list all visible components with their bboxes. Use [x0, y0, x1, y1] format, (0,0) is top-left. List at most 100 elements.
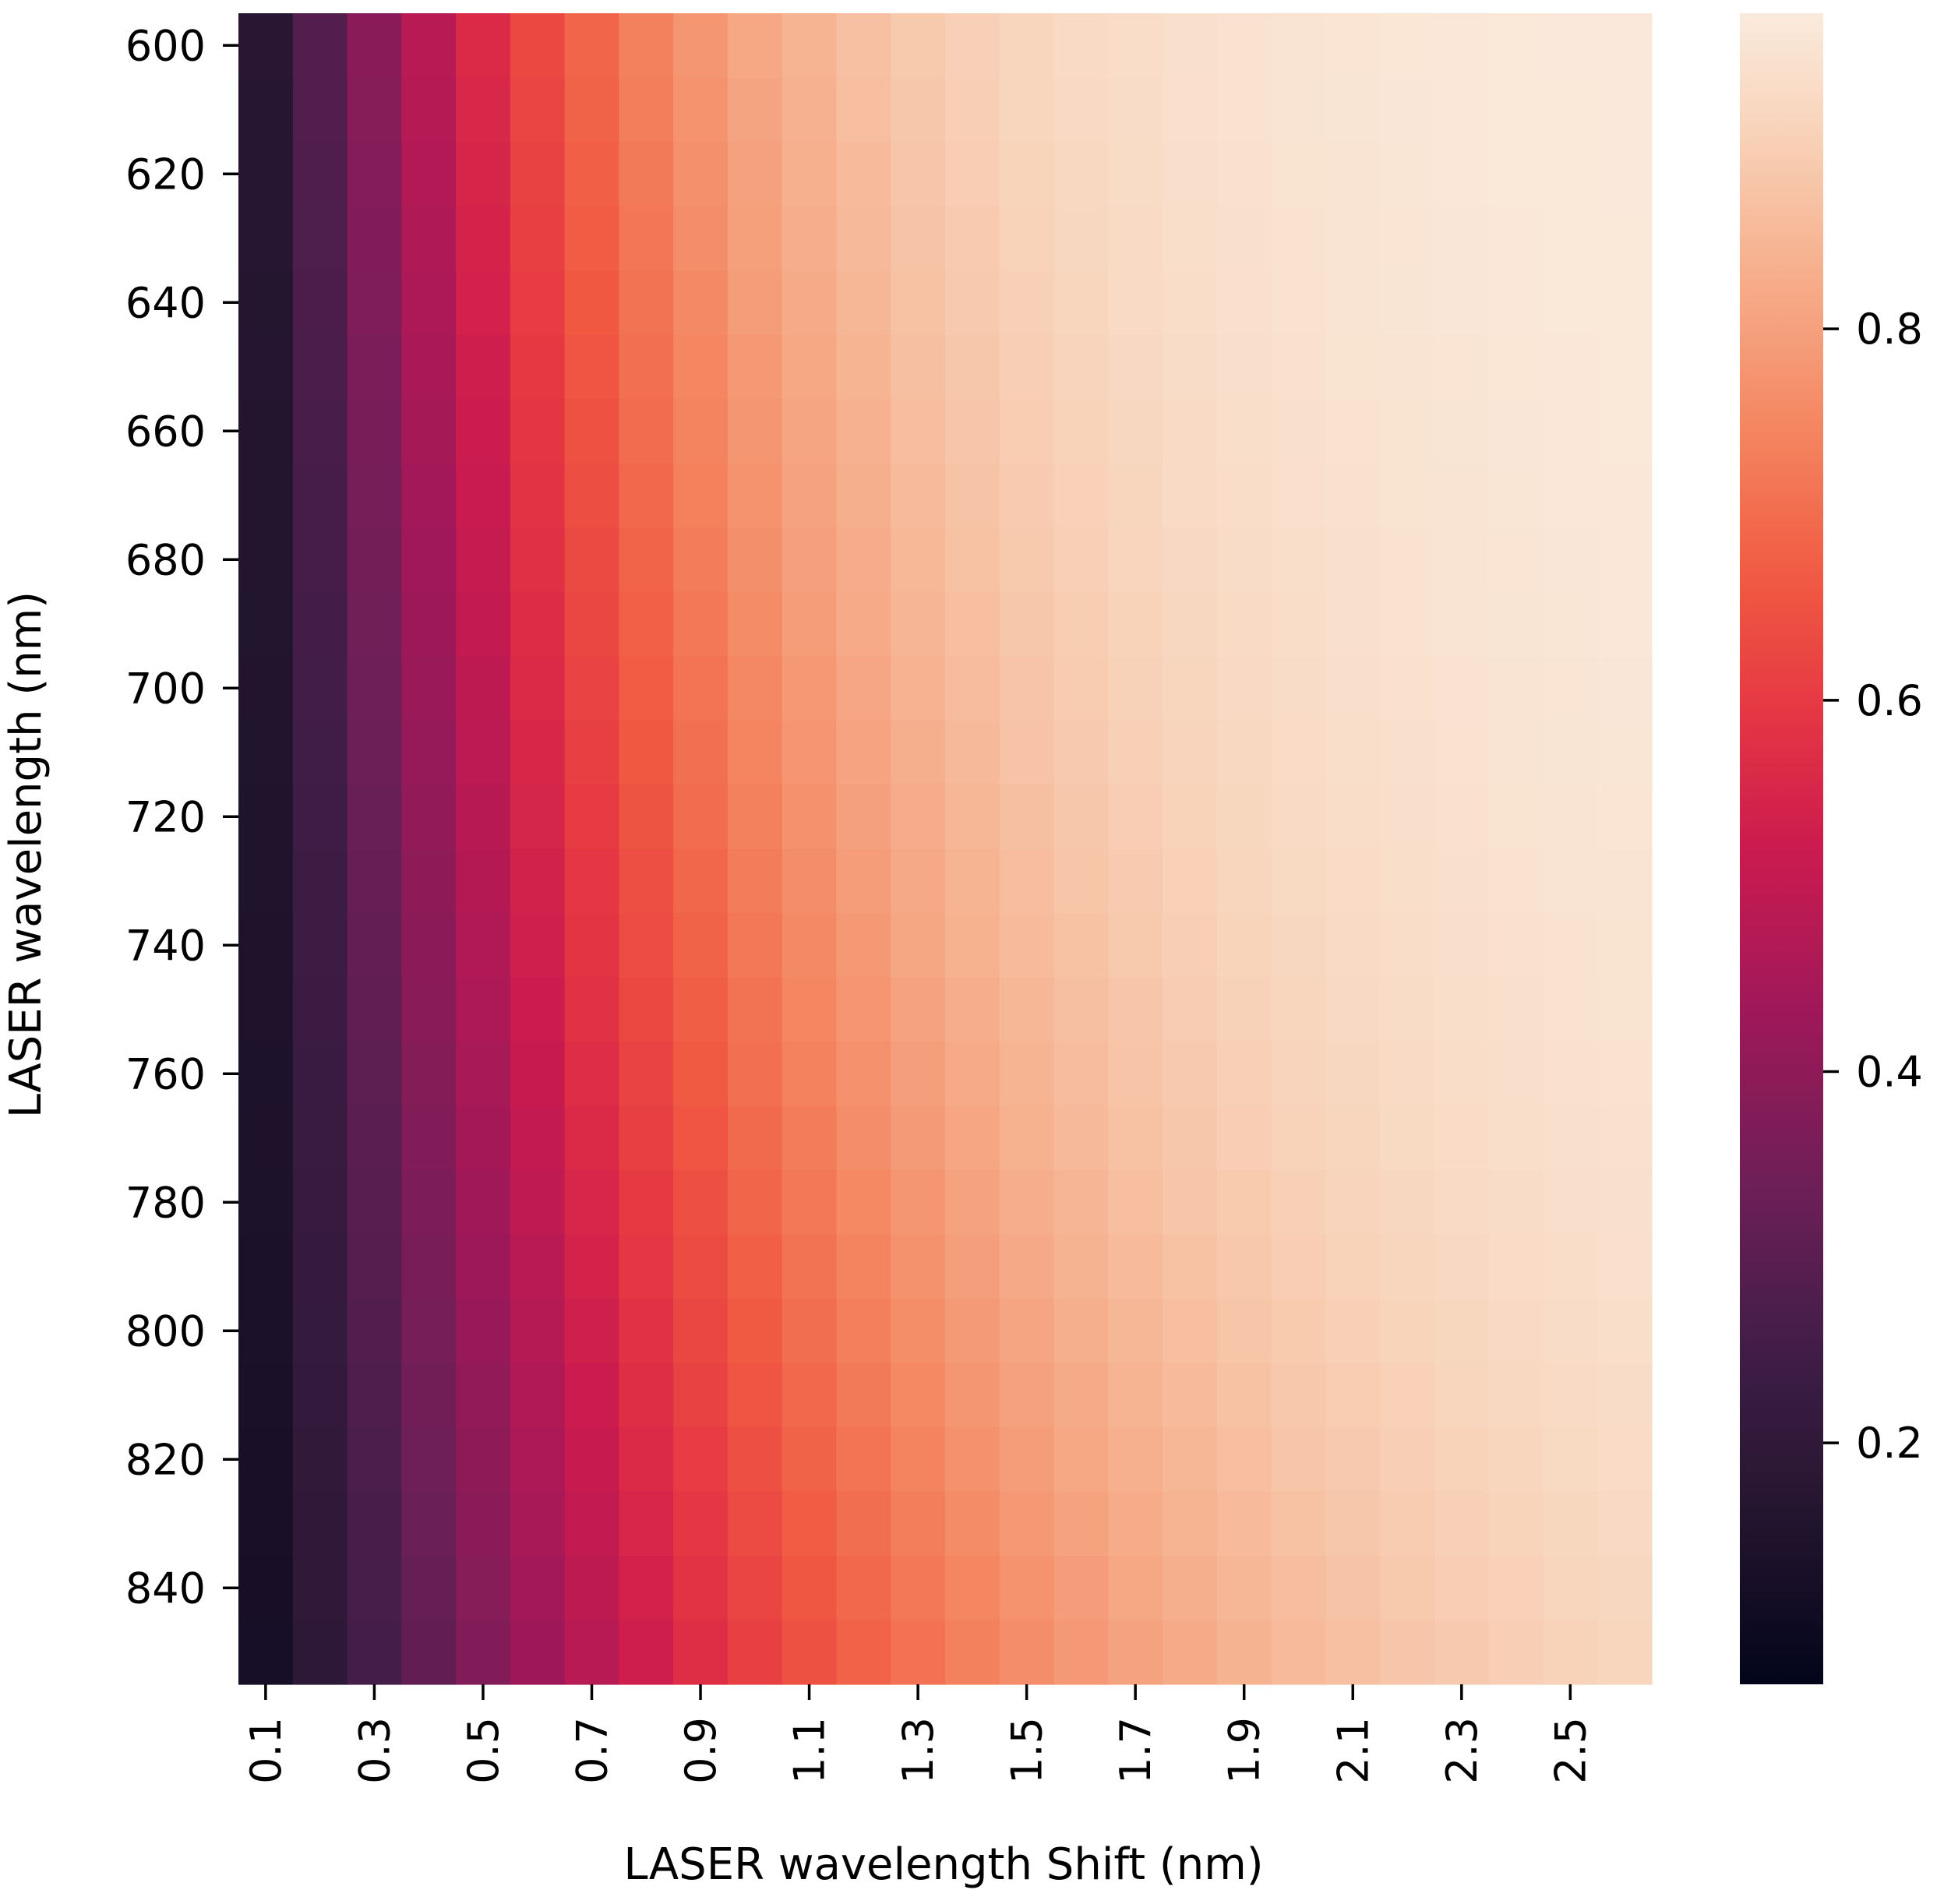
heatmap-cell — [619, 142, 674, 207]
heatmap-cell — [292, 142, 348, 207]
heatmap-cell — [401, 1556, 457, 1621]
heatmap-cell — [945, 142, 1000, 207]
heatmap-cell — [456, 1620, 511, 1685]
heatmap-cell — [727, 334, 783, 400]
heatmap-cell — [1216, 785, 1272, 850]
heatmap-cell — [1108, 1427, 1163, 1493]
heatmap-cell — [510, 270, 566, 336]
heatmap-cell — [1380, 591, 1435, 657]
x-tick-label: 2.3 — [1438, 1717, 1487, 1784]
heatmap-cell — [456, 1234, 511, 1299]
heatmap-cell — [347, 1234, 402, 1299]
heatmap-cell — [238, 1427, 294, 1493]
heatmap-cell — [1163, 527, 1218, 593]
x-tick-label: 0.5 — [459, 1717, 508, 1784]
heatmap-cell — [347, 1491, 402, 1557]
heatmap-cell — [1488, 848, 1544, 914]
heatmap-cell — [619, 399, 674, 464]
heatmap-cell — [1216, 1170, 1272, 1236]
heatmap-cell — [238, 1620, 294, 1685]
heatmap-cell — [1271, 77, 1326, 143]
heatmap-cell — [781, 1042, 838, 1107]
heatmap-cell — [510, 977, 566, 1042]
heatmap-cell — [401, 77, 457, 143]
heatmap-cell — [1543, 1042, 1598, 1107]
heatmap-cell — [1488, 13, 1544, 79]
heatmap-cell — [945, 785, 1000, 850]
heatmap-cell — [1597, 848, 1653, 914]
heatmap-cell — [238, 1105, 294, 1171]
heatmap-cell — [1380, 1363, 1435, 1428]
heatmap-cell — [1380, 13, 1435, 79]
heatmap-cell — [1543, 1170, 1598, 1236]
heatmap-cell — [945, 1042, 1000, 1107]
heatmap-cell — [1543, 1363, 1598, 1428]
heatmap-cell — [727, 1299, 783, 1364]
heatmap-cell — [510, 1556, 566, 1621]
heatmap-cell — [836, 1620, 891, 1685]
heatmap-cell — [292, 1427, 348, 1493]
heatmap-cell — [1325, 591, 1381, 657]
heatmap-cell — [1163, 720, 1218, 785]
heatmap-cell — [1325, 1427, 1381, 1493]
heatmap-cell — [1434, 591, 1490, 657]
heatmap-cell — [456, 1170, 511, 1236]
heatmap-cell — [564, 1620, 619, 1685]
heatmap-cell — [1597, 785, 1653, 850]
heatmap-cell — [999, 463, 1055, 528]
heatmap-cell — [401, 334, 457, 400]
heatmap-cell — [1108, 206, 1163, 271]
heatmap-cell — [1325, 1556, 1381, 1621]
heatmap-cell — [945, 848, 1000, 914]
heatmap-cell — [564, 1105, 619, 1171]
heatmap-cell — [945, 527, 1000, 593]
x-tick-label: 2.5 — [1546, 1717, 1595, 1784]
heatmap-cell — [1163, 977, 1218, 1042]
heatmap-cell — [347, 1556, 402, 1621]
heatmap-cell — [292, 463, 348, 528]
heatmap-cell — [1543, 1427, 1598, 1493]
heatmap-cell — [891, 77, 946, 143]
heatmap-cell — [564, 1427, 619, 1493]
heatmap-cell — [1543, 13, 1598, 79]
heatmap-cell — [1597, 1170, 1653, 1236]
heatmap-cell — [999, 1491, 1055, 1557]
heatmap-cell — [619, 1170, 674, 1236]
heatmap-cell — [456, 463, 511, 528]
heatmap-cell — [673, 206, 729, 271]
heatmap-cell — [1271, 1427, 1326, 1493]
heatmap-cell — [1271, 334, 1326, 400]
heatmap-cell — [727, 1556, 783, 1621]
y-tick-label: 600 — [125, 21, 206, 70]
heatmap-cell — [1597, 1105, 1653, 1171]
heatmap-cell — [238, 720, 294, 785]
heatmap-cell — [999, 13, 1055, 79]
heatmap-cell — [1597, 1299, 1653, 1364]
heatmap-cell — [836, 720, 891, 785]
x-tick-label: 1.5 — [1003, 1717, 1052, 1784]
heatmap-cell — [727, 1427, 783, 1493]
heatmap-cell — [1053, 270, 1109, 336]
heatmap-cell — [292, 399, 348, 464]
heatmap-cell — [510, 591, 566, 657]
heatmap-cell — [945, 1234, 1000, 1299]
heatmap-cell — [1108, 13, 1163, 79]
heatmap-cell — [673, 591, 729, 657]
heatmap-cell — [1053, 913, 1109, 978]
heatmap-cell — [891, 1042, 946, 1107]
heatmap-cell — [781, 270, 838, 336]
heatmap-cell — [673, 1299, 729, 1364]
heatmap-cell — [1271, 1105, 1326, 1171]
heatmap-cell — [781, 1170, 838, 1236]
heatmap-cell — [836, 206, 891, 271]
heatmap-cell — [1434, 1105, 1490, 1171]
y-tick-label: 700 — [125, 664, 206, 713]
heatmap-cell — [456, 591, 511, 657]
heatmap-cell — [1271, 399, 1326, 464]
x-tick-label: 0.3 — [350, 1717, 399, 1784]
heatmap-cell — [619, 1234, 674, 1299]
heatmap-cell — [1597, 77, 1653, 143]
heatmap-cell — [673, 656, 729, 721]
heatmap-cell — [836, 142, 891, 207]
heatmap-cell — [1597, 1620, 1653, 1685]
